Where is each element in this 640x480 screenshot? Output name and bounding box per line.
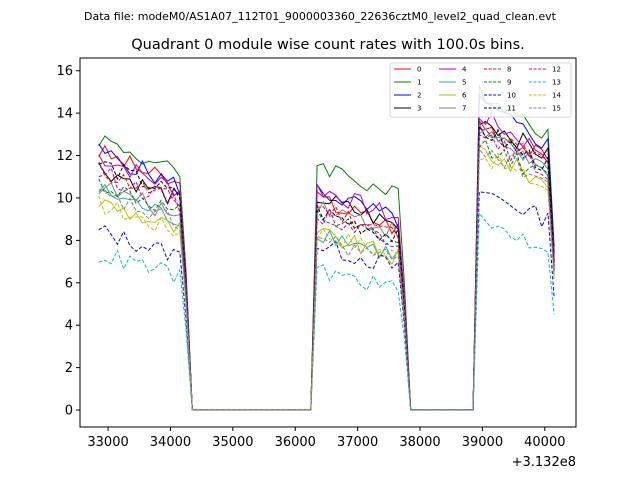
legend-label-0: 0 — [417, 66, 421, 74]
legend-label-2: 2 — [417, 92, 421, 100]
x-tick-label: 38000 — [399, 435, 440, 450]
legend-label-8: 8 — [507, 66, 511, 74]
x-tick-label: 39000 — [462, 435, 503, 450]
legend-label-12: 12 — [552, 66, 561, 74]
y-tick-label: 6 — [65, 276, 73, 291]
y-tick-label: 2 — [65, 361, 73, 376]
y-tick-label: 4 — [65, 319, 73, 334]
legend-label-13: 13 — [552, 79, 561, 87]
legend-label-7: 7 — [462, 105, 466, 113]
legend-label-15: 15 — [552, 105, 561, 113]
legend-label-9: 9 — [507, 79, 511, 87]
y-tick-label: 10 — [56, 191, 73, 206]
x-tick-label: 36000 — [275, 435, 316, 450]
chart-title: Quadrant 0 module wise count rates with … — [131, 37, 525, 53]
y-tick-label: 0 — [65, 404, 73, 419]
x-offset-label: +3.132e8 — [512, 455, 576, 470]
y-tick-label: 16 — [56, 64, 73, 79]
x-tick-label: 35000 — [212, 435, 253, 450]
x-tick-label: 37000 — [337, 435, 378, 450]
legend-label-10: 10 — [507, 92, 516, 100]
series-line-10 — [98, 191, 555, 411]
x-tick-label: 33000 — [87, 435, 128, 450]
legend-label-14: 14 — [552, 92, 561, 100]
series-line-13 — [98, 211, 555, 411]
series-line-15 — [98, 147, 555, 411]
legend-label-5: 5 — [462, 79, 466, 87]
y-tick-label: 12 — [56, 149, 73, 164]
legend-frame — [389, 62, 572, 118]
legend-label-6: 6 — [462, 92, 467, 100]
axes-frame — [79, 57, 577, 428]
legend-label-11: 11 — [507, 105, 516, 113]
x-axis: 33000 34000 35000 36000 37000 38000 39000 40000 — [87, 427, 565, 450]
y-tick-label: 14 — [56, 107, 73, 122]
plot-area — [98, 85, 555, 411]
y-axis: 0 2 4 6 8 10 12 14 16 — [56, 64, 80, 419]
series-line-8 — [98, 128, 555, 411]
legend-label-3: 3 — [417, 105, 421, 113]
y-tick-label: 8 — [65, 234, 73, 249]
legend-label-1: 1 — [417, 79, 421, 87]
x-tick-label: 40000 — [524, 435, 565, 450]
series-line-12 — [98, 129, 555, 411]
legend-label-4: 4 — [462, 66, 467, 74]
chart-suptitle: Data file: modeM0/AS1A07_112T01_90000033… — [84, 10, 557, 23]
x-tick-label: 34000 — [150, 435, 191, 450]
